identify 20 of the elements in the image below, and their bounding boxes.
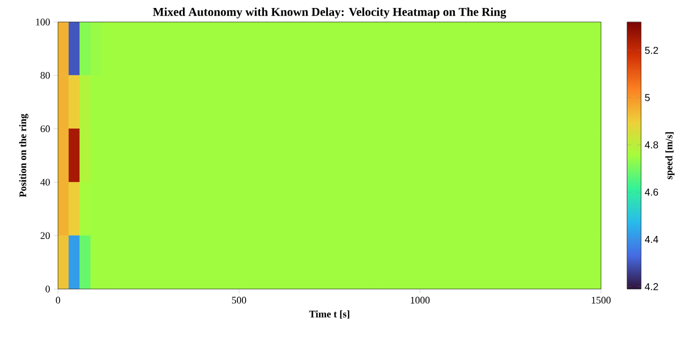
y-tick-label: 20 — [40, 232, 50, 239]
color-bar-label: 5.2 — [645, 46, 658, 54]
y-tick-label: 80 — [40, 72, 50, 79]
color-bar-label: 4.2 — [644, 283, 658, 290]
color-bar-label: 5 — [645, 94, 650, 102]
color-bar-label: 4.8 — [644, 141, 658, 148]
x-tick-label: 0 — [56, 296, 60, 304]
x-axis-title: Time t [s] — [309, 310, 350, 319]
y-tick-label: 100 — [36, 18, 50, 26]
y-tick-label: 40 — [40, 178, 50, 186]
color-bar-label: 4.4 — [644, 236, 658, 243]
y-tick-label: 0 — [46, 286, 50, 292]
chart-title: Mixed Autonomy with Known Delay: Velocity Heatmap on The Ring — [152, 7, 506, 18]
color-bar-title: speed [m/s] — [665, 132, 674, 180]
y-tick-label: 60 — [40, 125, 50, 132]
color-bar-label: 4.6 — [644, 188, 658, 196]
x-tick-label: 500 — [232, 296, 246, 304]
x-tick-label: 1000 — [410, 296, 430, 304]
y-axis-title: Position on the ring — [19, 114, 28, 198]
x-tick-label: 1500 — [592, 296, 611, 304]
